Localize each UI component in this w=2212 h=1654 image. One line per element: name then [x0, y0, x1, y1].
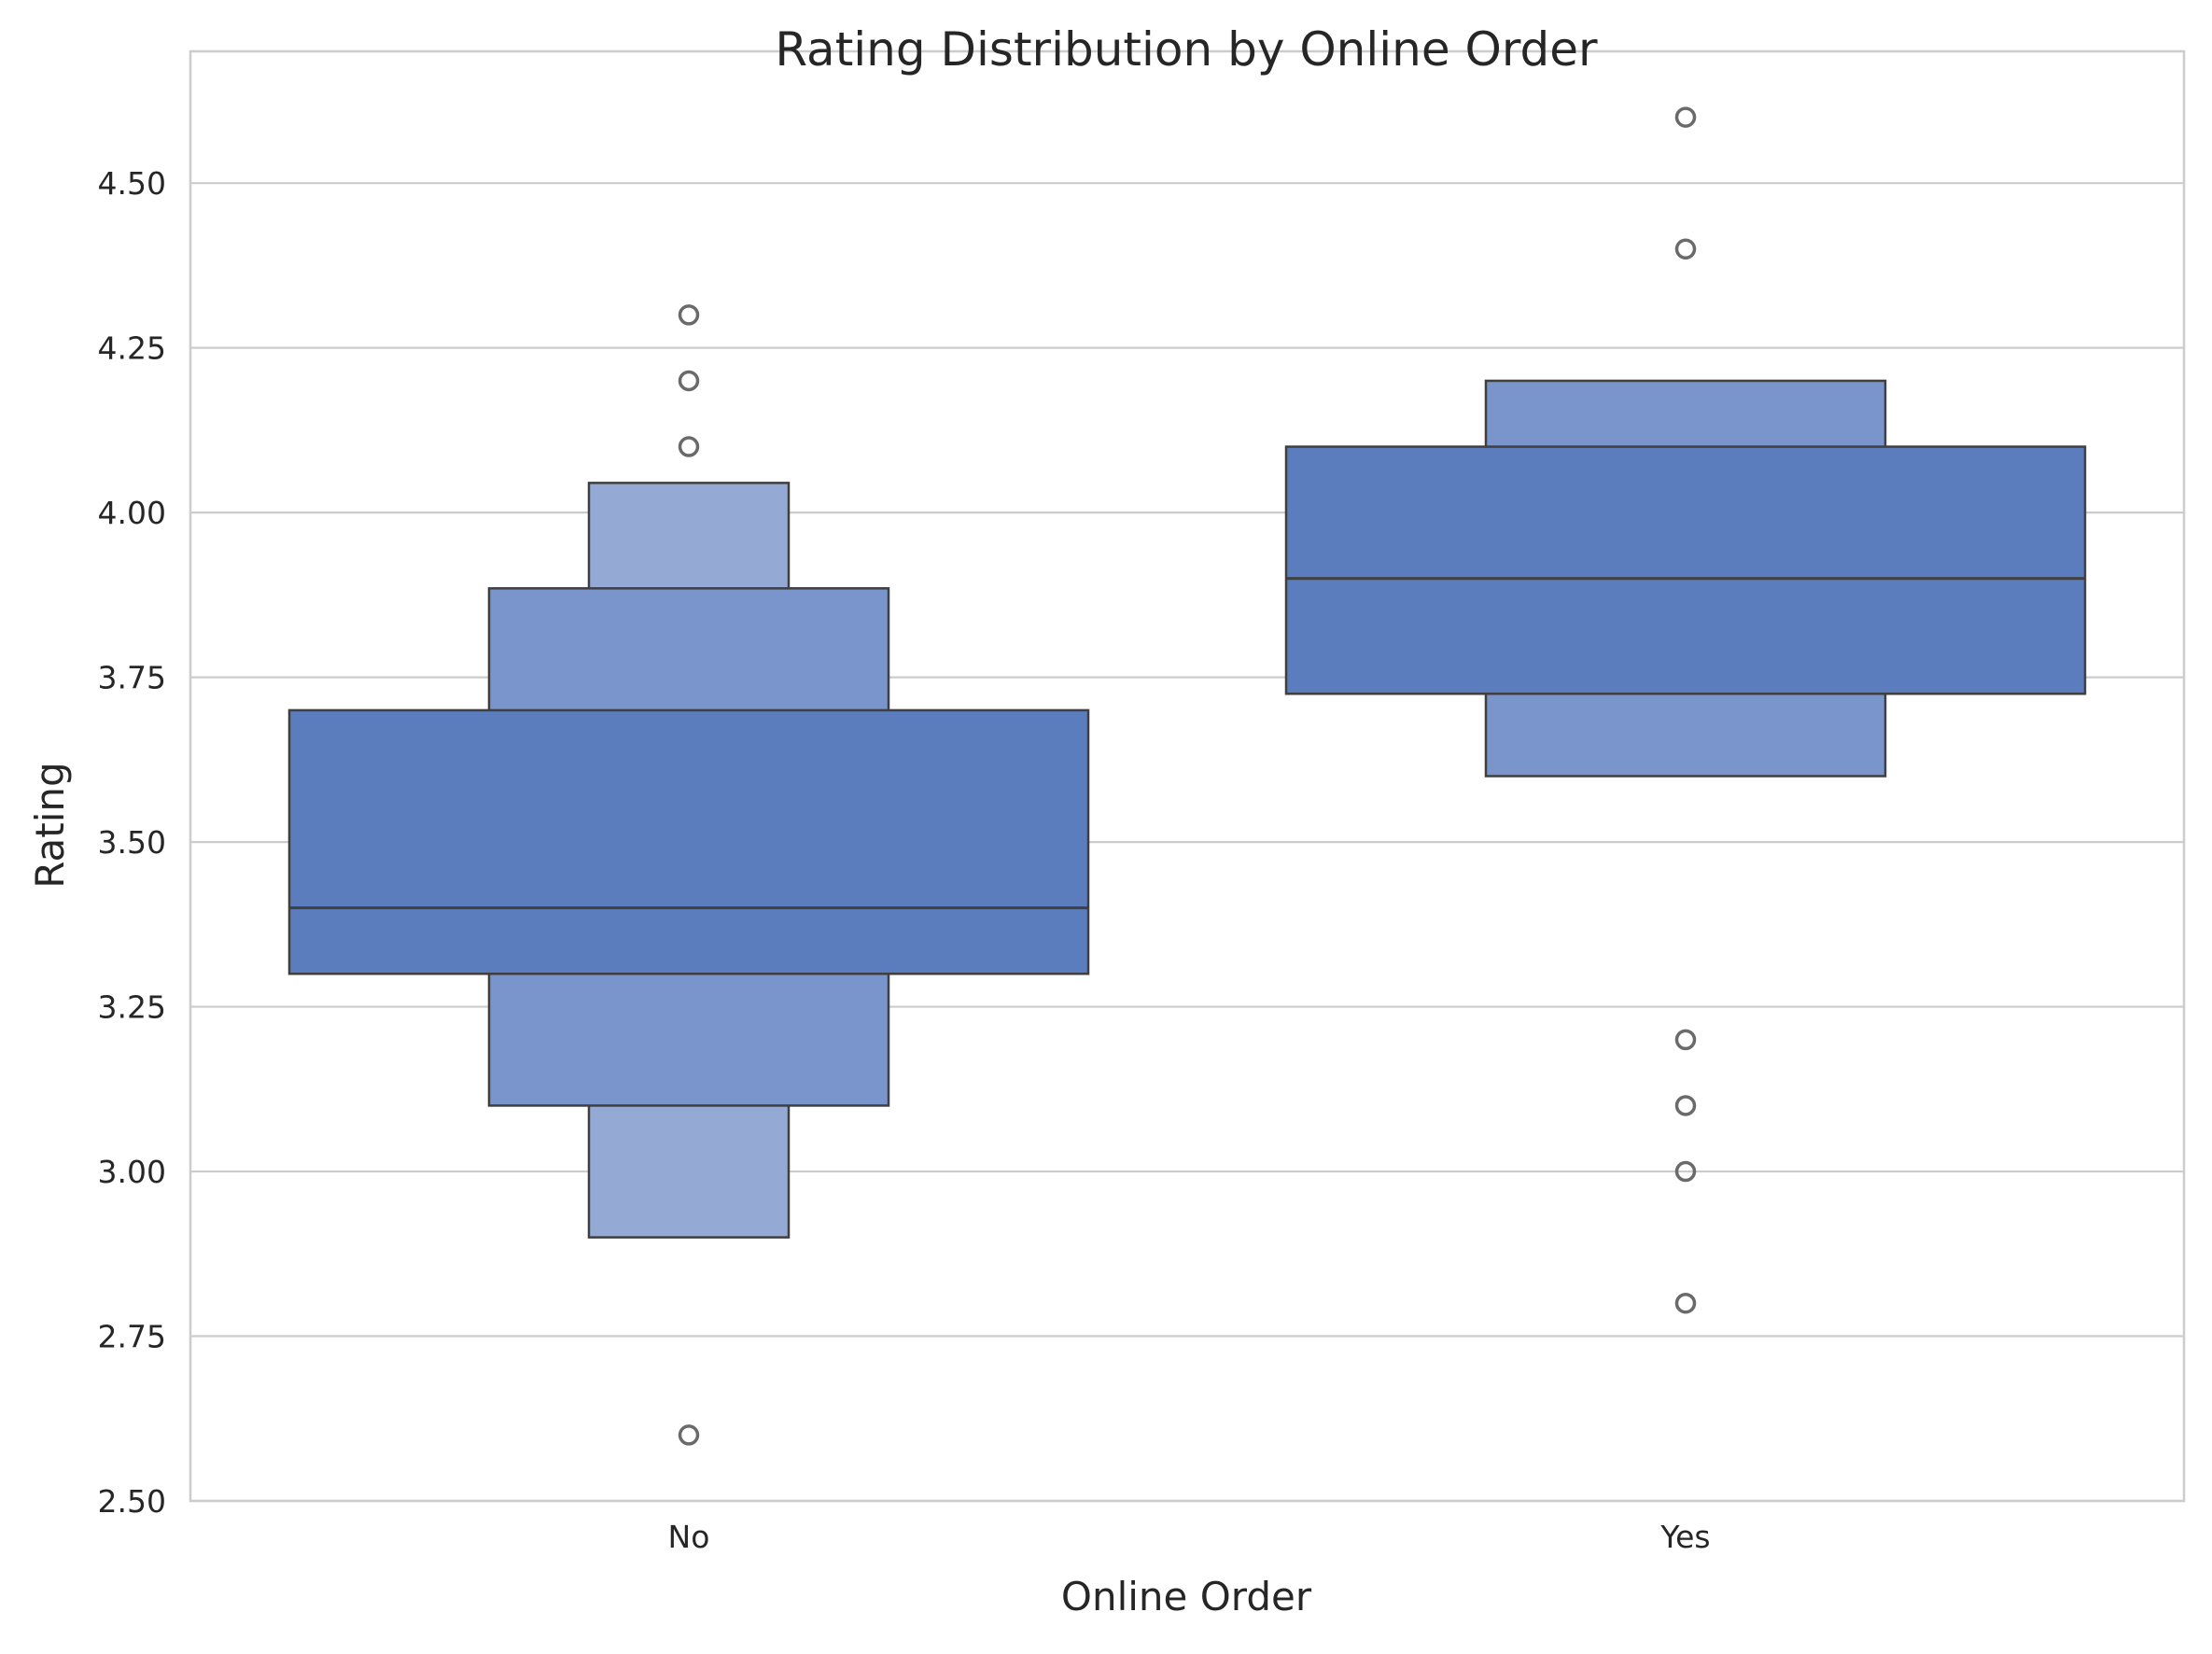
y-tick-label: 3.25 [98, 989, 166, 1026]
x-axis-label: Online Order [1061, 1574, 1312, 1619]
y-tick-label: 3.75 [98, 660, 166, 696]
box-level-1 [1284, 445, 2087, 695]
outlier-point [1674, 106, 1697, 128]
outliers-layer [678, 106, 1697, 1446]
y-axis-label: Rating [27, 762, 73, 888]
y-tick-label: 2.75 [98, 1319, 166, 1355]
x-tick-labels: No Yes [668, 1519, 1711, 1555]
outlier-point [1674, 238, 1697, 260]
plot-frame [189, 49, 2186, 1503]
y-tick-labels: 2.50 2.75 3.00 3.25 3.50 3.75 4.00 4.25 4.50 [98, 165, 166, 1520]
outlier-point [1674, 1292, 1697, 1314]
chart-title: Rating Distribution by Online Order [775, 22, 1598, 77]
y-tick-label: 4.00 [98, 495, 166, 531]
outlier-point [1674, 1029, 1697, 1051]
y-tick-label: 3.50 [98, 824, 166, 861]
y-tick-label: 4.50 [98, 165, 166, 202]
outlier-point [678, 370, 700, 392]
y-tick-label: 2.50 [98, 1483, 166, 1520]
outlier-point [1674, 1095, 1697, 1116]
x-tick-label: No [668, 1519, 710, 1555]
outlier-point [678, 436, 700, 457]
y-tick-label: 4.25 [98, 330, 166, 367]
box-level-1 [287, 708, 1090, 975]
boxes-layer [287, 379, 2087, 1239]
outlier-point [678, 1424, 700, 1446]
outlier-point [1674, 1160, 1697, 1183]
y-tick-label: 3.00 [98, 1154, 166, 1190]
outlier-point [678, 304, 700, 326]
x-tick-label: Yes [1659, 1519, 1710, 1555]
